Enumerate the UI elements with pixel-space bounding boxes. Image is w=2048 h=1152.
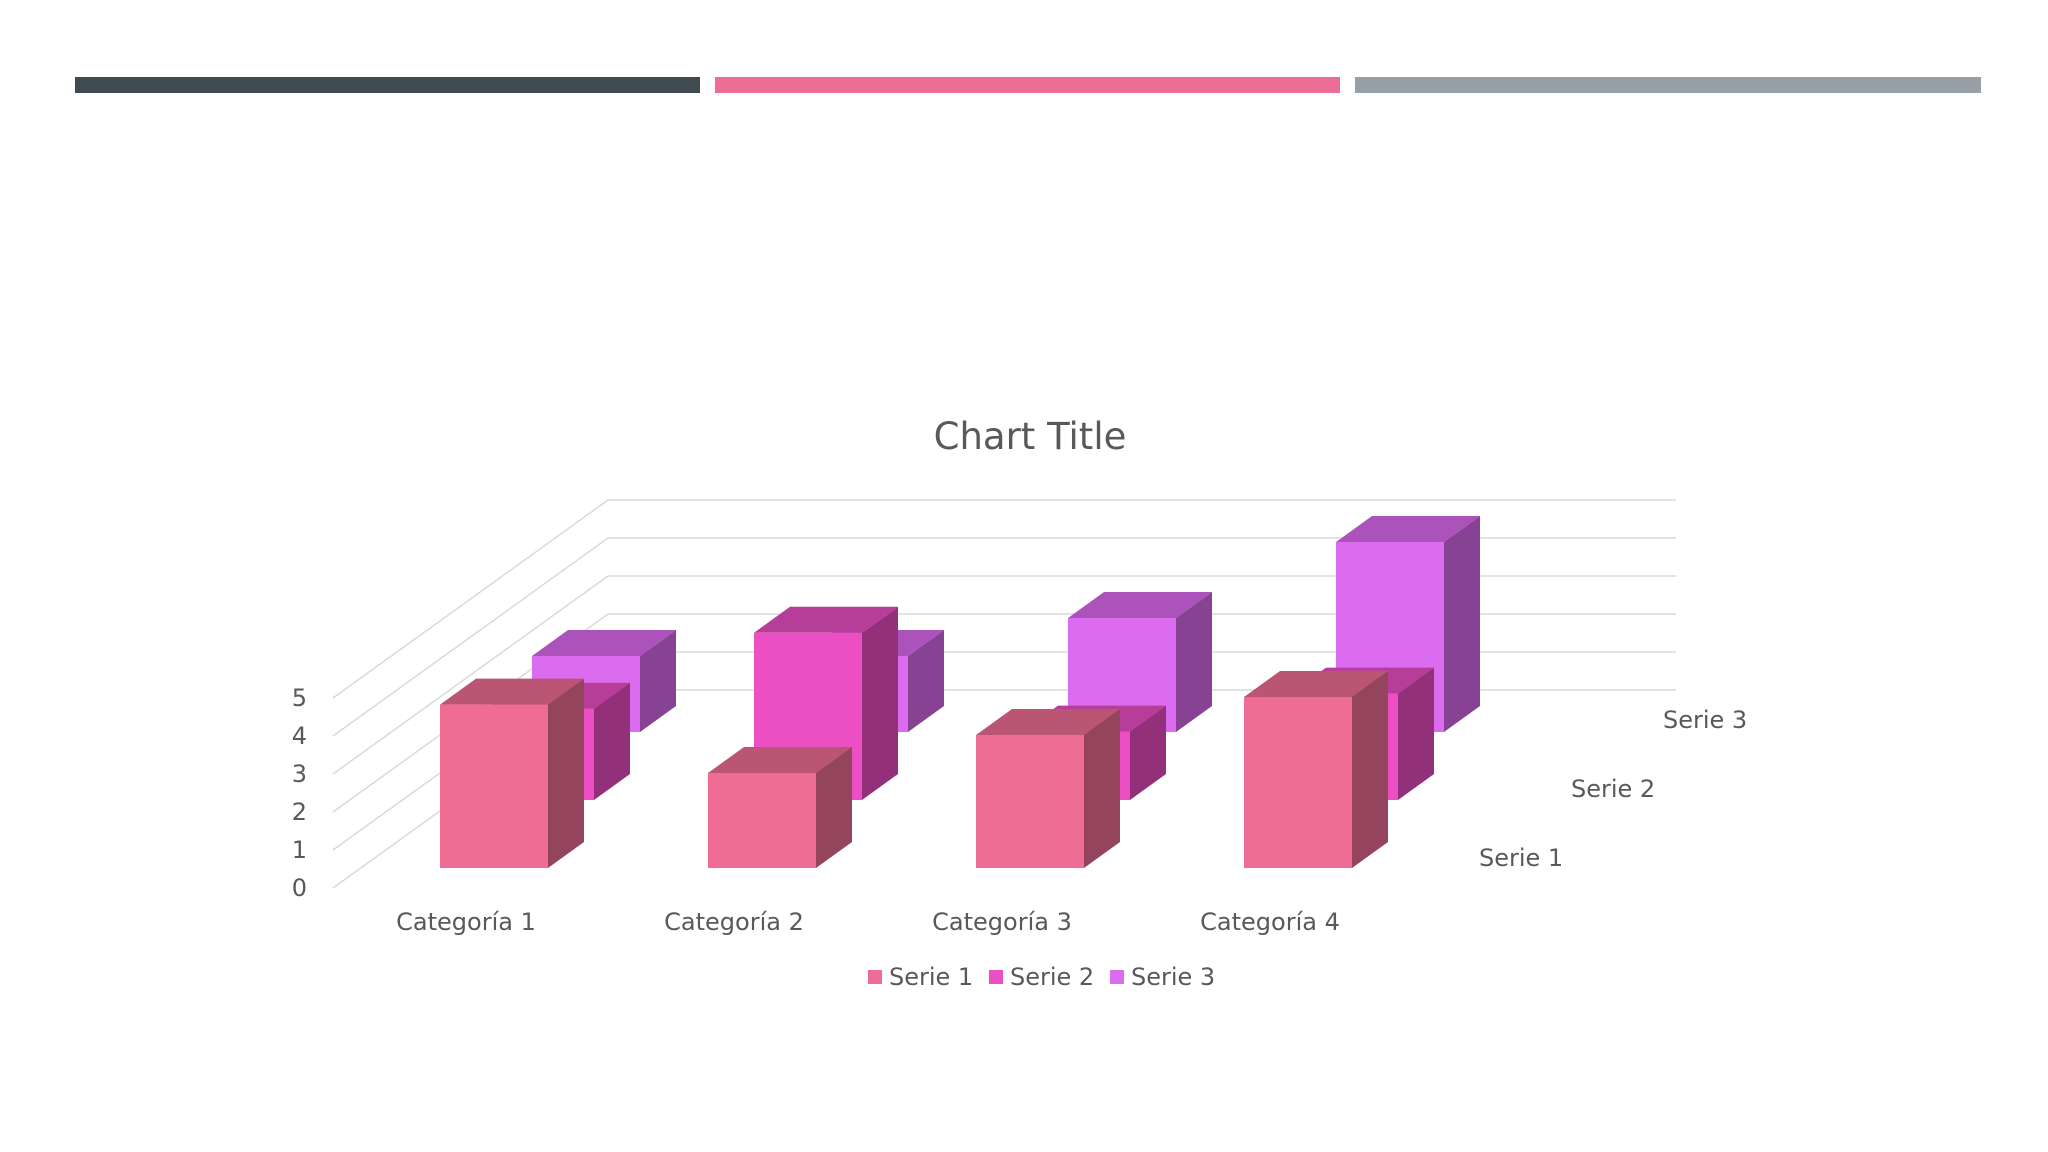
y-tick-label: 1 (292, 836, 307, 864)
bar-side (548, 678, 584, 868)
bar-side (1444, 516, 1480, 732)
bar-side (1398, 667, 1434, 800)
top-bar-gray (1355, 77, 1981, 93)
legend-label: Serie 1 (889, 963, 973, 991)
y-tick-label: 2 (292, 798, 307, 826)
series-axis-label: Serie 2 (1571, 775, 1655, 803)
bar-side (1176, 592, 1212, 732)
series-axis-label: Serie 1 (1479, 844, 1563, 872)
bar (708, 747, 852, 868)
bar-side (816, 747, 852, 868)
gridline-wall (332, 537, 609, 737)
legend-swatch (868, 970, 882, 984)
chart-bars (440, 516, 1480, 868)
y-tick-label: 4 (292, 722, 307, 750)
bar-top (708, 747, 852, 773)
top-bar-pink (715, 77, 1340, 93)
bar-side (862, 606, 898, 800)
legend-swatch (989, 970, 1003, 984)
gridline-wall (332, 575, 609, 775)
y-tick-label: 0 (292, 874, 307, 902)
bar-top (976, 709, 1120, 735)
bar-top (1244, 671, 1388, 697)
legend-label: Serie 2 (1010, 963, 1094, 991)
bar-front (440, 704, 548, 868)
series-axis-label: Serie 3 (1663, 706, 1747, 734)
bar (440, 678, 584, 868)
x-tick-label: Categoría 4 (1200, 908, 1340, 936)
bar-side (908, 630, 944, 732)
bar-top (532, 630, 676, 656)
chart-legend: Serie 1 Serie 2 Serie 3 (868, 963, 1215, 991)
bar-side (1084, 709, 1120, 868)
bar-front (976, 735, 1084, 868)
x-tick-label: Categoría 2 (664, 908, 804, 936)
bar-front (708, 773, 816, 868)
bar-side (594, 682, 630, 800)
y-tick-label: 5 (292, 684, 307, 712)
x-axis-labels: Categoría 1 Categoría 2 Categoría 3 Categor… (396, 908, 1340, 936)
top-decorative-bars (0, 0, 2048, 120)
x-tick-label: Categoría 3 (932, 908, 1072, 936)
bar-top (1068, 592, 1212, 618)
gridline-wall (332, 499, 609, 699)
top-bar-dark (75, 77, 700, 93)
bar-side (1352, 671, 1388, 868)
bar-front (1244, 697, 1352, 868)
bar-top (440, 678, 584, 705)
bar-top (1336, 516, 1480, 542)
bar (1244, 671, 1388, 868)
chart-title: Chart Title (934, 415, 1127, 458)
series-depth-labels: Serie 1 Serie 2 Serie 3 (1479, 706, 1747, 872)
y-tick-label: 3 (292, 760, 307, 788)
bar-top (754, 606, 898, 633)
legend-swatch (1110, 970, 1124, 984)
bar (976, 709, 1120, 868)
x-tick-label: Categoría 1 (396, 908, 536, 936)
bar-side (1130, 705, 1166, 800)
bar-side (640, 630, 676, 732)
legend-label: Serie 3 (1131, 963, 1215, 991)
y-axis-ticks: 0 1 2 3 4 5 (292, 684, 307, 902)
